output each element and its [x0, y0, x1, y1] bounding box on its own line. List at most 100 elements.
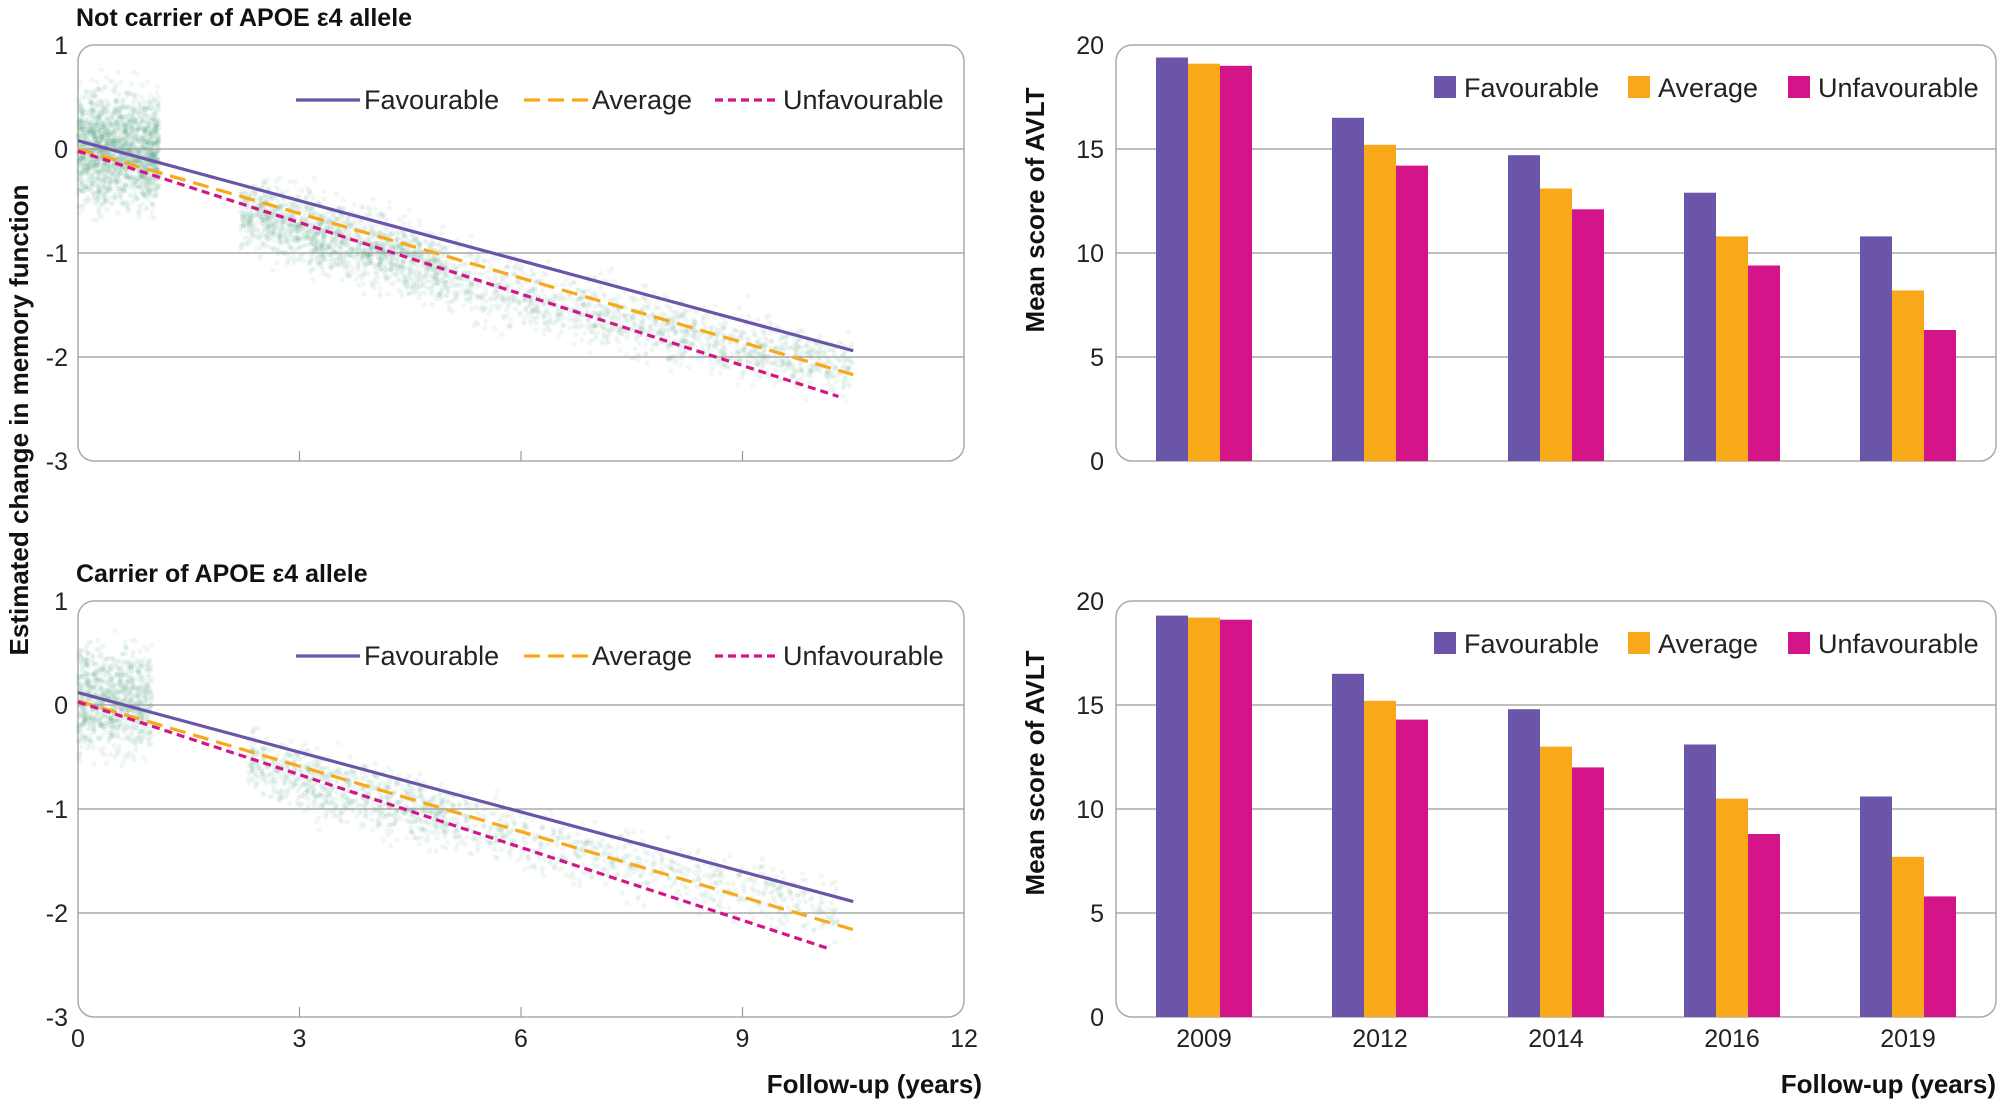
scatter-point: [676, 349, 683, 355]
scatter-point: [147, 163, 153, 169]
scatter-point: [720, 325, 726, 331]
scatter-point: [137, 210, 143, 216]
scatter-point: [107, 78, 113, 84]
scatter-point: [417, 222, 423, 228]
scatter-point: [120, 118, 126, 124]
scatter-point: [123, 173, 129, 179]
scatter-point: [84, 170, 90, 177]
scatter-point: [136, 184, 142, 190]
scatter-point: [91, 761, 97, 767]
scatter-point: [711, 314, 718, 320]
scatter-point: [358, 204, 364, 210]
scatter-point: [816, 351, 822, 357]
scatter-point: [92, 131, 98, 137]
scatter-point: [753, 332, 759, 338]
scatter-point: [154, 142, 160, 148]
scatter-point: [804, 397, 810, 403]
scatter-point: [824, 355, 830, 361]
scatter-point: [80, 154, 86, 160]
scatter-point: [154, 124, 160, 130]
scatter-point: [156, 133, 162, 139]
scatter-point: [80, 168, 86, 174]
bar-unfavourable-2014: [1572, 209, 1604, 461]
scatter-point: [88, 77, 95, 83]
scatter-point: [646, 314, 653, 320]
scatter-point: [131, 158, 137, 164]
scatter-point: [152, 189, 159, 195]
scatter-point: [106, 121, 112, 127]
scatter-point: [78, 154, 84, 160]
scatter-point: [274, 260, 280, 266]
scatter-point: [81, 156, 87, 162]
scatter-point: [419, 282, 425, 288]
scatter-point: [597, 285, 604, 291]
scatter-point: [107, 751, 114, 757]
scatter-point: [845, 357, 852, 363]
scatter-point: [118, 113, 124, 119]
scatter-point: [559, 309, 566, 315]
scatter-point: [109, 173, 115, 179]
scatter-point: [120, 103, 126, 109]
scatter-point: [101, 744, 107, 751]
panel-title-not-carrier: Not carrier of APOE ε4 allele: [76, 4, 412, 32]
scatter-point: [83, 89, 89, 95]
scatter-point: [492, 325, 498, 332]
scatter-point: [560, 322, 566, 328]
scatter-point: [149, 145, 155, 151]
scatter-point: [140, 118, 146, 124]
legend-label-favourable: Favourable: [364, 85, 499, 115]
scatter-point: [755, 338, 761, 345]
scatter-point: [438, 290, 444, 296]
scatter-point: [345, 234, 351, 240]
scatter-point: [529, 267, 535, 273]
scatter-point: [818, 344, 824, 350]
scatter-point: [98, 98, 104, 104]
scatter-point: [120, 96, 126, 103]
scatter-point: [468, 270, 474, 276]
scatter-point: [86, 128, 92, 134]
legend-swatch-unfavourable: [1788, 76, 1810, 98]
scatter-point: [91, 124, 97, 130]
scatter-point: [76, 187, 82, 193]
scatter-point: [139, 164, 145, 170]
scatter-point: [308, 259, 314, 265]
scatter-point: [260, 216, 266, 223]
scatter-point: [138, 149, 144, 155]
scatter-point: [111, 144, 117, 150]
scatter-point: [477, 271, 484, 278]
scatter-point: [665, 333, 671, 339]
scatter-point: [506, 295, 512, 302]
scatter-point: [142, 185, 148, 191]
scatter-point: [560, 282, 566, 288]
scatter-point: [105, 109, 111, 115]
scatter-point: [145, 114, 152, 120]
scatter-point: [100, 105, 106, 111]
scatter-point: [133, 158, 139, 164]
scatter-point: [707, 357, 714, 363]
scatter-point: [286, 223, 292, 229]
scatter-point: [111, 128, 118, 134]
scatter-point: [113, 99, 119, 106]
scatter-point: [504, 264, 510, 270]
scatter-point: [846, 380, 852, 386]
scatter-point: [103, 176, 109, 182]
scatter-point: [100, 178, 107, 184]
scatter-point: [709, 367, 715, 373]
scatter-point: [668, 368, 674, 374]
scatter-point: [295, 246, 301, 252]
scatter-point: [126, 143, 132, 149]
scatter-point: [840, 393, 846, 399]
scatter-point: [125, 144, 131, 150]
scatter-point: [391, 280, 397, 286]
scatter-point: [368, 224, 374, 230]
scatter-point: [395, 277, 401, 283]
scatter-point: [92, 169, 98, 175]
scatter-point: [115, 119, 121, 125]
scatter-point: [598, 270, 604, 276]
scatter-point: [365, 270, 371, 277]
scatter-point: [473, 271, 479, 277]
y-tick-label: 1: [54, 32, 68, 60]
scatter-point: [582, 330, 588, 336]
scatter-point: [122, 141, 128, 147]
scatter-point: [111, 131, 117, 137]
